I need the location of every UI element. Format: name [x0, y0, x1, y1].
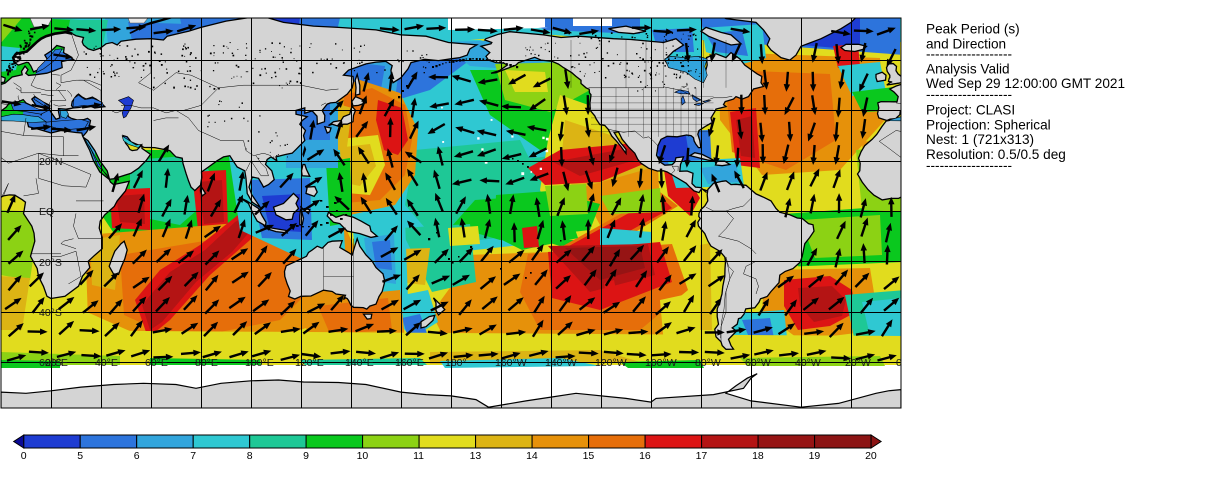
svg-text:20°N: 20°N: [39, 156, 62, 168]
svg-text:Nest: 1 (721x313): Nest: 1 (721x313): [926, 132, 1034, 147]
svg-text:11: 11: [413, 450, 424, 462]
svg-text:160°W: 160°W: [495, 357, 527, 369]
svg-text:20°W: 20°W: [845, 357, 871, 369]
svg-text:14: 14: [526, 450, 538, 462]
svg-text:80°W: 80°W: [695, 357, 721, 369]
svg-text:80°E: 80°E: [195, 357, 218, 369]
svg-text:160°E: 160°E: [395, 357, 424, 369]
svg-text:17: 17: [696, 450, 708, 462]
svg-text:13: 13: [470, 450, 482, 462]
svg-text:100°W: 100°W: [645, 357, 677, 369]
svg-text:9: 9: [303, 450, 309, 462]
svg-text:140°W: 140°W: [545, 357, 577, 369]
svg-text:60°E: 60°E: [145, 357, 168, 369]
svg-text:-------------------: -------------------: [926, 46, 1012, 61]
svg-text:-------------------: -------------------: [926, 87, 1012, 102]
svg-text:8: 8: [247, 450, 253, 462]
svg-text:100°E: 100°E: [245, 357, 274, 369]
svg-text:EQ: EQ: [39, 206, 54, 218]
svg-text:20: 20: [865, 450, 877, 462]
svg-text:18: 18: [752, 450, 764, 462]
svg-text:Projection: Spherical: Projection: Spherical: [926, 117, 1051, 132]
svg-text:120°E: 120°E: [295, 357, 324, 369]
svg-text:7: 7: [190, 450, 196, 462]
svg-text:120°W: 120°W: [595, 357, 627, 369]
svg-text:-------------------: -------------------: [926, 158, 1012, 173]
svg-text:40°W: 40°W: [795, 357, 821, 369]
svg-text:40°S: 40°S: [39, 307, 62, 319]
svg-text:5: 5: [77, 450, 83, 462]
svg-text:16: 16: [639, 450, 651, 462]
svg-text:0: 0: [896, 357, 902, 369]
svg-text:Project: CLASI: Project: CLASI: [926, 103, 1015, 118]
svg-text:60°S: 60°S: [39, 357, 62, 369]
svg-text:60°W: 60°W: [745, 357, 771, 369]
svg-text:Peak Period (s): Peak Period (s): [926, 22, 1020, 37]
svg-text:140°E: 140°E: [345, 357, 374, 369]
svg-text:0: 0: [21, 450, 27, 462]
svg-text:Analysis Valid: Analysis Valid: [926, 62, 1010, 77]
svg-text:180°: 180°: [445, 357, 467, 369]
svg-text:19: 19: [809, 450, 821, 462]
svg-text:15: 15: [583, 450, 595, 462]
svg-text:10: 10: [357, 450, 369, 462]
svg-text:40°E: 40°E: [95, 357, 118, 369]
svg-text:6: 6: [134, 450, 140, 462]
svg-text:20°S: 20°S: [39, 257, 62, 269]
